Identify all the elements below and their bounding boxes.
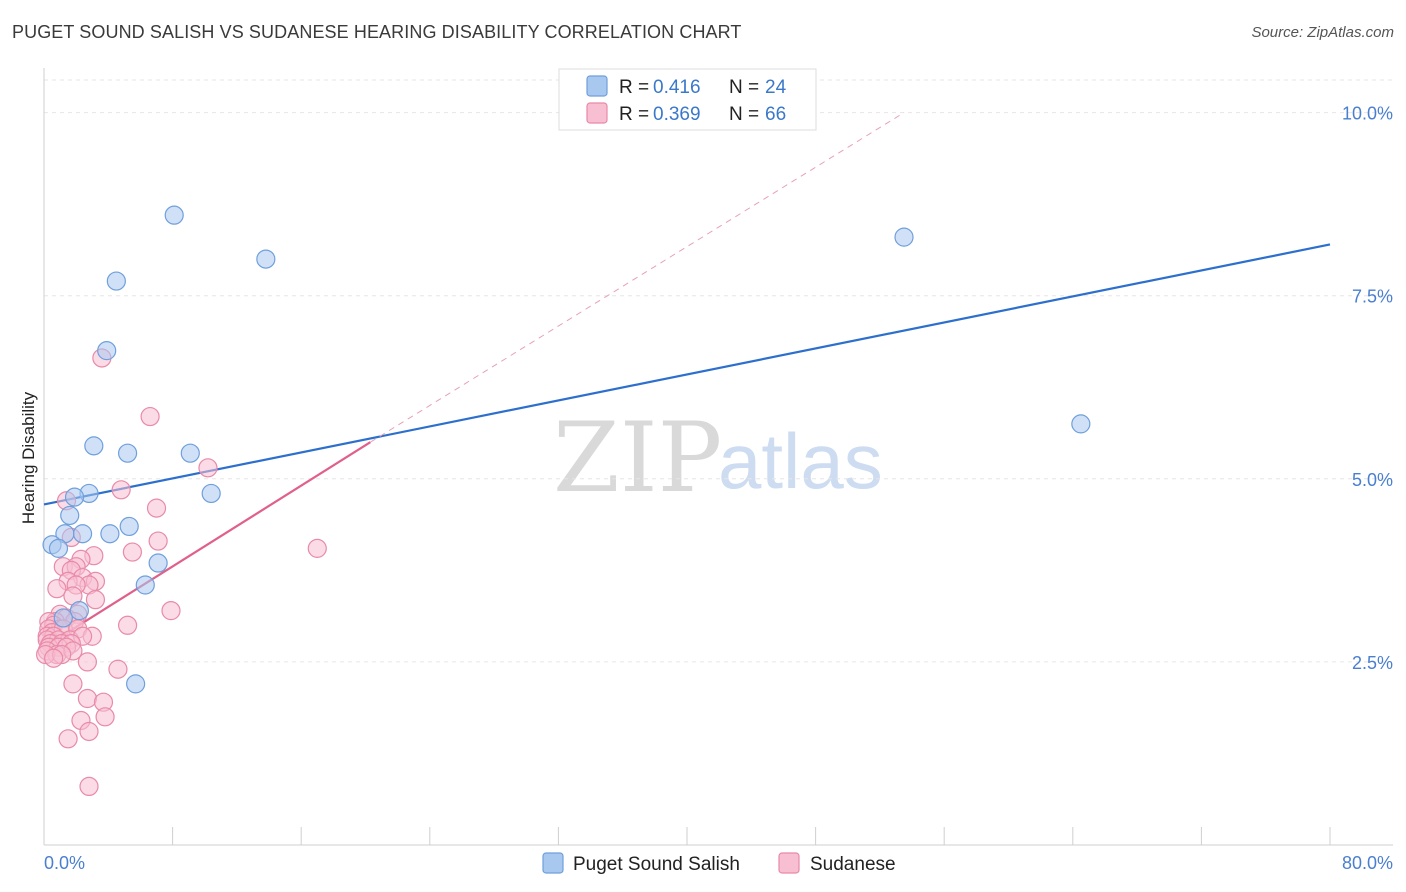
data-point-sudanese bbox=[77, 688, 98, 709]
data-point-sudanese bbox=[79, 721, 99, 742]
legend-r-label-sudanese: R = bbox=[619, 104, 649, 125]
data-point-salish bbox=[1071, 414, 1091, 434]
data-point-sudanese bbox=[63, 674, 83, 694]
data-point-salish bbox=[894, 227, 914, 247]
data-point-sudanese bbox=[95, 707, 115, 727]
trend-line-sudanese bbox=[43, 441, 371, 649]
legend-n-label-salish: N = bbox=[729, 77, 759, 98]
data-point-sudanese bbox=[58, 729, 78, 749]
data-point-sudanese bbox=[117, 615, 138, 635]
data-point-sudanese bbox=[85, 590, 106, 610]
trend-line-salish bbox=[43, 243, 1331, 506]
legend-r-value-sudanese: 0.369 bbox=[653, 104, 701, 125]
watermark-atlas: atlas bbox=[718, 417, 883, 505]
trend-line-sudanese-extension bbox=[370, 112, 905, 443]
data-point-salish bbox=[97, 341, 117, 361]
y-tick-labels: 2.5% 5.0% 7.5% 10.0% bbox=[1342, 104, 1393, 673]
y-tick-label: 10.0% bbox=[1342, 104, 1393, 124]
data-point-salish bbox=[201, 483, 221, 504]
data-point-salish bbox=[126, 674, 146, 694]
bottom-legend-swatch-sudanese bbox=[778, 852, 800, 874]
x-tick-label-min: 0.0% bbox=[44, 853, 85, 873]
legend-n-value-sudanese: 66 bbox=[765, 104, 786, 125]
data-point-salish bbox=[84, 436, 104, 456]
legend-r-value-salish: 0.416 bbox=[653, 77, 701, 98]
data-point-salish bbox=[117, 443, 138, 463]
data-point-salish bbox=[148, 553, 168, 573]
legend-swatch-salish bbox=[586, 75, 608, 97]
data-point-sudanese bbox=[161, 601, 181, 621]
data-point-sudanese bbox=[146, 498, 167, 518]
data-point-salish bbox=[119, 516, 139, 537]
data-points bbox=[36, 205, 1091, 797]
y-tick-label: 2.5% bbox=[1352, 653, 1393, 673]
data-point-sudanese bbox=[148, 531, 168, 551]
data-point-sudanese bbox=[108, 659, 128, 679]
data-point-salish bbox=[180, 443, 200, 463]
data-point-sudanese bbox=[140, 406, 160, 427]
trend-lines bbox=[43, 112, 1331, 649]
data-point-salish bbox=[100, 524, 120, 544]
data-point-sudanese bbox=[198, 458, 218, 478]
y-tick-label: 5.0% bbox=[1352, 470, 1393, 490]
data-point-sudanese bbox=[122, 542, 143, 562]
y-tick-label: 7.5% bbox=[1352, 287, 1393, 307]
bottom-legend-swatch-salish bbox=[542, 852, 564, 874]
data-point-salish bbox=[164, 205, 184, 225]
data-point-salish bbox=[69, 601, 89, 621]
data-point-salish bbox=[72, 524, 93, 544]
stats-legend: R = 0.416 N = 24 R = 0.369 N = 66 bbox=[558, 68, 817, 131]
data-point-salish bbox=[256, 249, 276, 269]
y-axis-label: Hearing Disability bbox=[19, 391, 38, 524]
bottom-legend-label-sudanese: Sudanese bbox=[810, 854, 896, 875]
legend-swatch-sudanese bbox=[586, 102, 608, 124]
data-point-sudanese bbox=[307, 538, 327, 558]
x-tick-label-max: 80.0% bbox=[1342, 853, 1393, 873]
legend-r-label-salish: R = bbox=[619, 77, 649, 98]
data-point-sudanese bbox=[111, 480, 131, 500]
data-point-salish bbox=[106, 271, 126, 291]
data-point-salish bbox=[64, 487, 85, 507]
axes bbox=[43, 68, 1393, 846]
data-point-sudanese bbox=[44, 648, 64, 668]
grid-lines bbox=[44, 79, 1393, 663]
data-point-sudanese bbox=[47, 579, 67, 599]
data-point-sudanese bbox=[77, 652, 98, 672]
data-point-salish bbox=[48, 538, 69, 558]
legend-n-value-salish: 24 bbox=[765, 77, 787, 98]
legend-n-label-sudanese: N = bbox=[729, 104, 759, 125]
data-point-salish bbox=[60, 505, 80, 526]
source-credit: Source: ZipAtlas.com bbox=[1251, 24, 1394, 41]
series-legend: Puget Sound Salish Sudanese bbox=[542, 852, 896, 875]
watermark-zip: ZIP bbox=[553, 402, 722, 514]
chart-title: PUGET SOUND SALISH VS SUDANESE HEARING D… bbox=[12, 22, 742, 42]
bottom-legend-label-salish: Puget Sound Salish bbox=[573, 854, 740, 875]
data-point-salish bbox=[135, 575, 155, 595]
data-point-salish bbox=[53, 608, 73, 628]
data-point-sudanese bbox=[79, 776, 99, 797]
